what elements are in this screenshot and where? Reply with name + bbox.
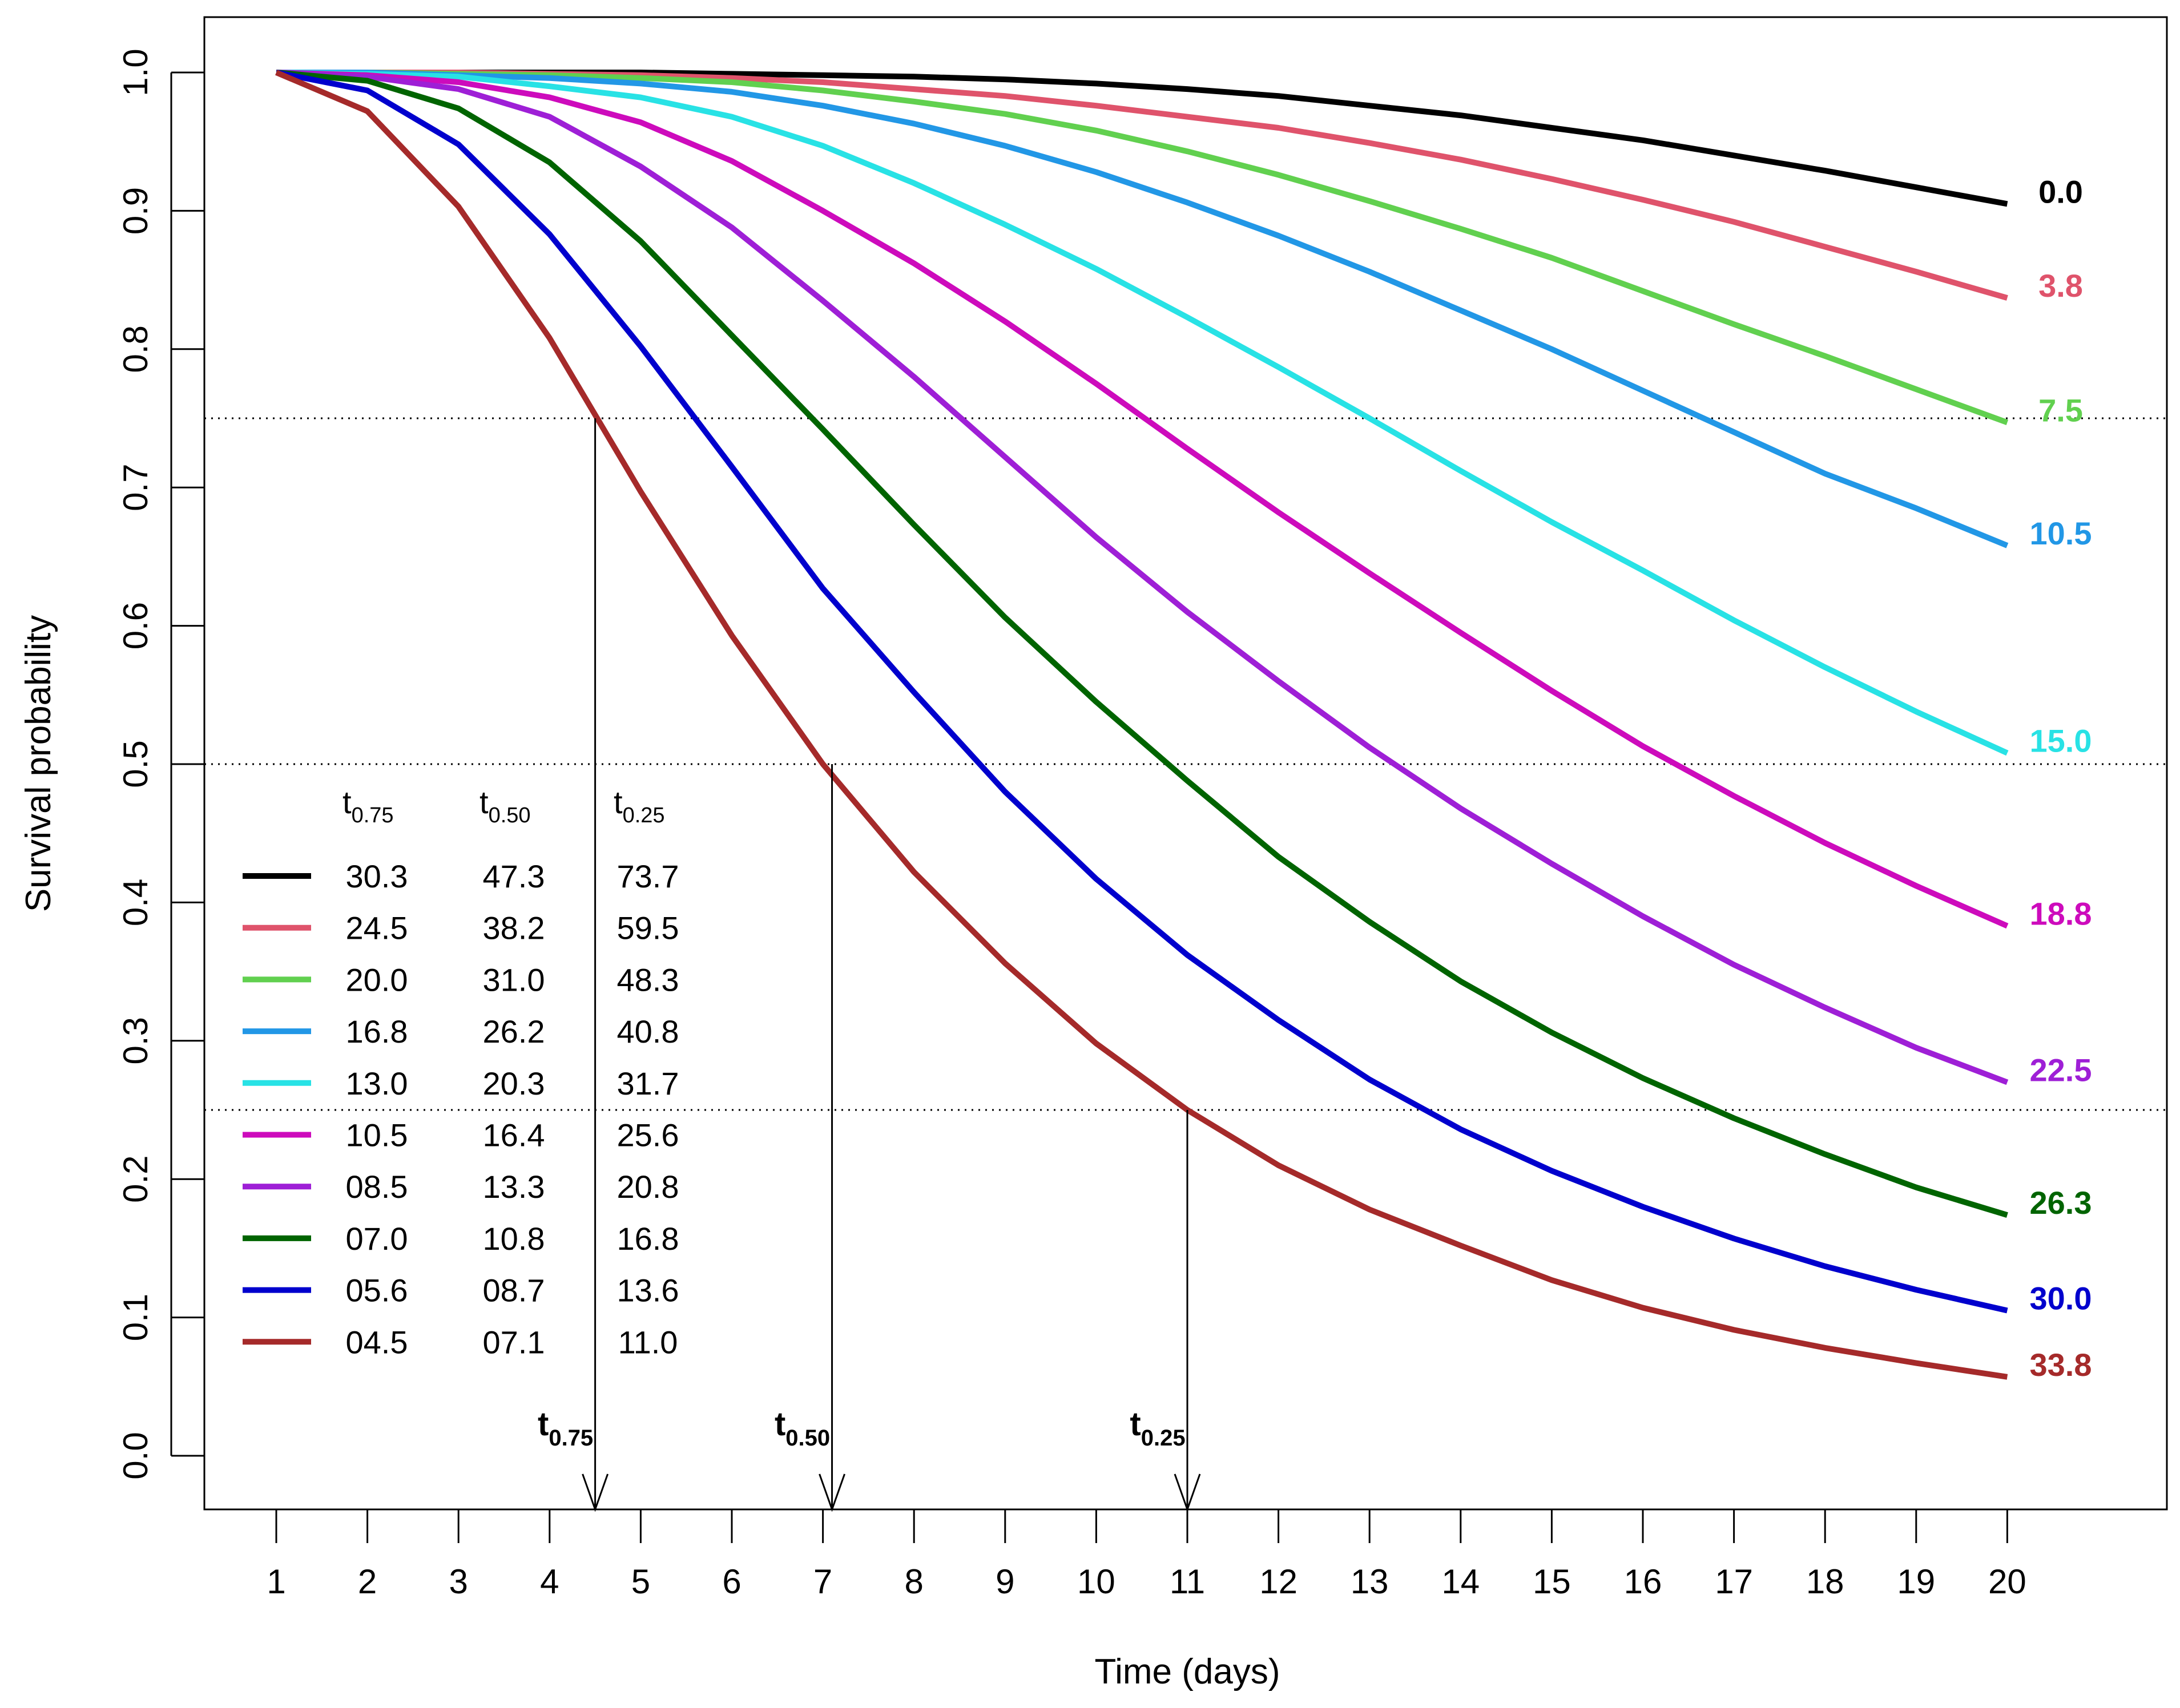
legend-value: 20.8 (617, 1169, 679, 1205)
y-tick-label: 0.8 (116, 325, 155, 373)
end-label-0.0: 0.0 (2038, 173, 2083, 209)
legend-value: 08.5 (346, 1169, 408, 1205)
legend-value: 13.0 (346, 1065, 408, 1101)
end-label-10.5: 10.5 (2030, 515, 2092, 551)
x-tick-label: 4 (540, 1562, 559, 1601)
x-tick-label: 6 (722, 1562, 741, 1601)
legend-value: 05.6 (346, 1273, 408, 1309)
series-line-30.0 (276, 70, 2008, 1314)
x-tick-label: 2 (358, 1562, 377, 1601)
series-end-labels: 0.0 3.8 7.5 10.5 15.0 18.8 22.5 26.3 30.0 33.8 (2030, 173, 2092, 1383)
legend-value: 16.4 (483, 1117, 545, 1153)
legend-value: 73.7 (617, 858, 679, 894)
x-tick-label: 16 (1624, 1562, 1662, 1601)
x-axis-title: Time (days) (1095, 1652, 1280, 1691)
legend-value: 59.5 (617, 910, 679, 946)
y-tick-label: 0.1 (116, 1294, 155, 1341)
legend-value: 40.8 (617, 1014, 679, 1049)
legend-header-0.75: t0.75 (342, 784, 394, 827)
series-line-18.8 (276, 70, 2009, 929)
legend-value: 48.3 (617, 962, 679, 998)
y-tick-label: 1.0 (116, 49, 155, 96)
x-tick-label: 12 (1259, 1562, 1297, 1601)
legend-value: 11.0 (618, 1324, 678, 1360)
legend-value: 16.8 (617, 1221, 679, 1257)
y-tick-label: 0.3 (116, 1017, 155, 1064)
x-tick-label: 13 (1351, 1562, 1389, 1601)
legend-value: 07.1 (483, 1324, 545, 1360)
arrow-label-0.25: t0.25 (1130, 1406, 1185, 1451)
x-tick-label: 10 (1077, 1562, 1115, 1601)
end-label-7.5: 7.5 (2038, 392, 2083, 428)
legend-value: 38.2 (483, 910, 545, 946)
quantile-arrows: t0.75 t0.50 t0.25 (538, 418, 1201, 1512)
y-tick-label: 0.6 (116, 602, 155, 649)
arrow-label-0.50: t0.50 (775, 1406, 830, 1451)
series-lines (275, 70, 2009, 1380)
end-label-18.8: 18.8 (2030, 896, 2092, 932)
x-tick-label: 18 (1806, 1562, 1844, 1601)
y-axis: 0.0 0.1 0.2 0.3 0.4 0.5 0.6 0.7 0.8 0.9 1.0 (116, 49, 204, 1480)
legend-value: 13.3 (483, 1169, 545, 1205)
x-axis: 1 2 3 4 5 6 7 8 9 10 11 12 13 14 15 16 17 18 19 20 (267, 1508, 2026, 1601)
x-tick-label: 14 (1441, 1562, 1480, 1601)
legend-value: 16.8 (346, 1014, 408, 1049)
legend-value: 20.3 (483, 1065, 545, 1101)
legend-value: 04.5 (346, 1324, 408, 1360)
y-tick-label: 0.2 (116, 1155, 155, 1202)
end-label-30.0: 30.0 (2030, 1280, 2092, 1316)
legend-value: 10.5 (346, 1117, 408, 1153)
legend-value: 24.5 (346, 910, 408, 946)
x-tick-label: 7 (813, 1562, 832, 1601)
legend-value: 25.6 (617, 1117, 679, 1153)
series-line-10.5 (276, 70, 2009, 548)
series-line-7.5 (276, 70, 2009, 425)
series-line-33.8 (275, 70, 2008, 1380)
x-tick-label: 20 (1988, 1562, 2026, 1601)
x-tick-label: 19 (1897, 1562, 1935, 1601)
legend-value: 08.7 (483, 1273, 545, 1309)
legend-value: 47.3 (483, 858, 545, 894)
arrow-head-0.50 (819, 1473, 845, 1512)
x-tick-label: 1 (267, 1562, 285, 1601)
end-label-15.0: 15.0 (2030, 723, 2092, 759)
legend-value: 13.6 (617, 1273, 679, 1309)
legend-value: 10.8 (483, 1221, 545, 1257)
series-line-15.0 (276, 70, 2009, 756)
legend-value: 31.0 (483, 962, 545, 998)
arrow-head-0.25 (1174, 1473, 1201, 1512)
arrow-label-0.75: t0.75 (538, 1406, 593, 1451)
y-tick-label: 0.7 (116, 463, 155, 511)
y-tick-label: 0.5 (116, 740, 155, 788)
end-label-33.8: 33.8 (2030, 1347, 2092, 1383)
end-label-26.3: 26.3 (2030, 1185, 2092, 1221)
x-tick-label: 5 (631, 1562, 650, 1601)
legend-value: 31.7 (617, 1065, 679, 1101)
legend-value: 26.2 (483, 1014, 545, 1049)
x-tick-label: 15 (1533, 1562, 1571, 1601)
y-tick-label: 0.4 (116, 879, 155, 926)
y-tick-label: 0.9 (116, 187, 155, 235)
series-line-22.5 (276, 70, 2009, 1085)
legend-value: 07.0 (346, 1221, 408, 1257)
legend-header-0.25: t0.25 (614, 784, 665, 827)
x-tick-label: 11 (1170, 1562, 1205, 1601)
x-tick-label: 9 (996, 1562, 1014, 1601)
legend-value: 20.0 (346, 962, 408, 998)
series-line-26.3 (276, 70, 2008, 1218)
x-tick-label: 17 (1715, 1562, 1753, 1601)
legend-value: 30.3 (346, 858, 408, 894)
x-tick-label: 3 (449, 1562, 468, 1601)
end-label-22.5: 22.5 (2030, 1052, 2092, 1088)
end-label-3.8: 3.8 (2038, 268, 2083, 304)
y-tick-label: 0.0 (116, 1432, 155, 1479)
y-axis-title: Survival probability (19, 615, 58, 912)
arrow-head-0.75 (582, 1473, 609, 1512)
x-tick-label: 8 (905, 1562, 924, 1601)
legend: t0.75 t0.50 t0.25 30.3 47.3 73.7 24.5 38.2 59.5 2… (243, 784, 679, 1360)
legend-header-0.50: t0.50 (479, 784, 531, 827)
